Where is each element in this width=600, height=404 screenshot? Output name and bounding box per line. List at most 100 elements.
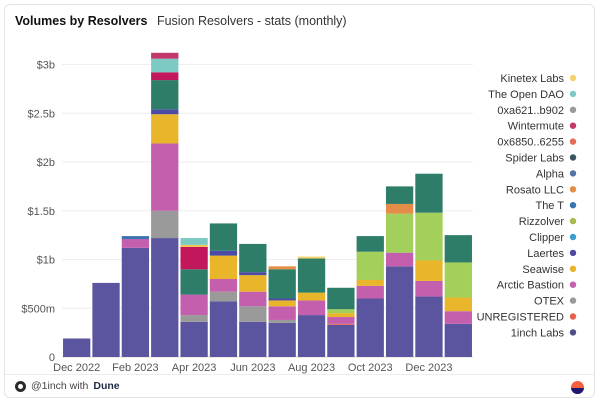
legend-swatch	[569, 74, 577, 82]
1inch-logo-icon	[15, 380, 26, 392]
legend-swatch	[569, 217, 577, 225]
bar-segment	[180, 269, 208, 295]
dune-logo-icon[interactable]	[571, 381, 584, 394]
legend-label: Arctic Bastion	[497, 280, 564, 292]
legend-swatch	[569, 281, 577, 288]
bar-segment	[415, 260, 443, 281]
bar-segment	[121, 239, 150, 248]
bar-segment	[268, 319, 296, 323]
bar-segment	[385, 186, 414, 204]
bar-segment	[209, 223, 238, 251]
bar-segment	[444, 297, 472, 312]
bar-segment	[151, 143, 179, 211]
legend-label: Laertes	[527, 248, 564, 260]
y-tick-label: $2b	[37, 157, 55, 169]
x-tick-label: Feb 2023	[112, 362, 158, 374]
bar-segment	[268, 269, 296, 299]
bar-segment	[415, 296, 443, 357]
bar-segment	[415, 212, 443, 261]
bar-segment	[239, 272, 267, 276]
bar-segment	[297, 300, 326, 316]
bar-segment	[385, 252, 414, 267]
legend-swatch	[569, 122, 577, 129]
legend-label: 0xa621..b902	[497, 105, 564, 117]
bars	[63, 52, 472, 357]
legend-label: Rizzolver	[519, 216, 565, 228]
legend-label: Kinetex Labs	[500, 73, 564, 85]
bar-segment	[151, 114, 179, 144]
legend-swatch	[569, 154, 577, 161]
bar-segment	[297, 258, 326, 293]
legend-label: The T	[535, 200, 564, 212]
bar-segment	[209, 301, 238, 357]
bar-segment	[180, 315, 208, 322]
legend-swatch	[569, 265, 577, 272]
x-tick-label: Jun 2023	[230, 362, 275, 374]
legend-swatch	[569, 90, 577, 98]
bar-segment	[268, 298, 296, 301]
bar-segment	[92, 282, 120, 357]
bar-segment	[268, 306, 296, 320]
stacked-bar-chart: 0 $500m $1b $1.5b $2b $2.5b $3b Dec 2022 Feb 20…	[21, 52, 577, 374]
y-tick-label: $500m	[21, 303, 55, 315]
bar-segment	[209, 279, 238, 292]
legend-swatch	[569, 249, 577, 257]
bar-segment	[239, 306, 267, 322]
legend-label: 1inch Labs	[511, 327, 565, 339]
bar-segment	[327, 324, 355, 357]
bar-segment	[356, 285, 384, 299]
legend-swatch	[569, 233, 577, 241]
legend-label: OTEX	[534, 296, 565, 308]
x-axis-ticks: Dec 2022 Feb 2023 Apr 2023 Jun 2023 Aug 2023…	[53, 362, 452, 374]
bar-segment	[239, 291, 267, 307]
bar-segment	[151, 210, 179, 239]
legend-swatch	[569, 138, 577, 145]
legend-label: The Open DAO	[488, 89, 564, 101]
bar-segment	[151, 80, 179, 110]
y-tick-label: $1b	[37, 255, 55, 267]
bar-segment	[209, 291, 238, 302]
bar-segment	[297, 256, 326, 259]
y-tick-label: $3b	[37, 60, 55, 72]
legend-swatch	[569, 170, 577, 177]
bar-segment	[356, 298, 384, 357]
bar-segment	[180, 246, 208, 270]
bar-segment	[121, 247, 150, 357]
bar-segment	[444, 235, 472, 263]
y-tick-label: 0	[49, 352, 55, 364]
bar-segment	[327, 317, 355, 324]
x-tick-label: Dec 2022	[53, 362, 100, 374]
legend-label: UNREGISTERED	[477, 312, 564, 324]
chart-header: Volumes by Resolvers Fusion Resolvers - …	[15, 14, 347, 28]
legend-label: Clipper	[529, 232, 564, 244]
bar-segment	[151, 109, 179, 115]
footer-brand[interactable]: Dune	[93, 380, 120, 392]
x-tick-label: Oct 2023	[348, 362, 393, 374]
bar-segment	[356, 279, 384, 286]
footer-handle[interactable]: @1inch with	[31, 380, 89, 392]
legend-label: Seawise	[522, 264, 564, 276]
bar-segment	[180, 244, 208, 247]
bar-segment	[385, 266, 414, 357]
x-tick-label: Aug 2023	[288, 362, 335, 374]
x-tick-label: Apr 2023	[172, 362, 217, 374]
y-tick-label: $1.5b	[27, 206, 55, 218]
chart-subtitle: Fusion Resolvers - stats (monthly)	[156, 14, 347, 28]
bar-segment	[327, 313, 355, 318]
bar-segment	[297, 292, 326, 301]
legend-label: Spider Labs	[505, 153, 564, 165]
bar-segment	[327, 323, 355, 325]
bar-segment	[444, 311, 472, 324]
bar-segment	[239, 321, 267, 357]
bar-segment	[151, 52, 179, 59]
legend-swatch	[569, 313, 577, 320]
legend-swatch	[569, 186, 577, 193]
bar-segment	[385, 203, 414, 214]
bar-segment	[239, 275, 267, 292]
legend-label: Alpha	[536, 168, 565, 180]
bar-segment	[239, 243, 267, 273]
footer: @1inch with Dune	[15, 380, 120, 392]
bar-segment	[415, 173, 443, 213]
bar-segment	[356, 236, 384, 252]
legend-swatch	[569, 106, 577, 114]
